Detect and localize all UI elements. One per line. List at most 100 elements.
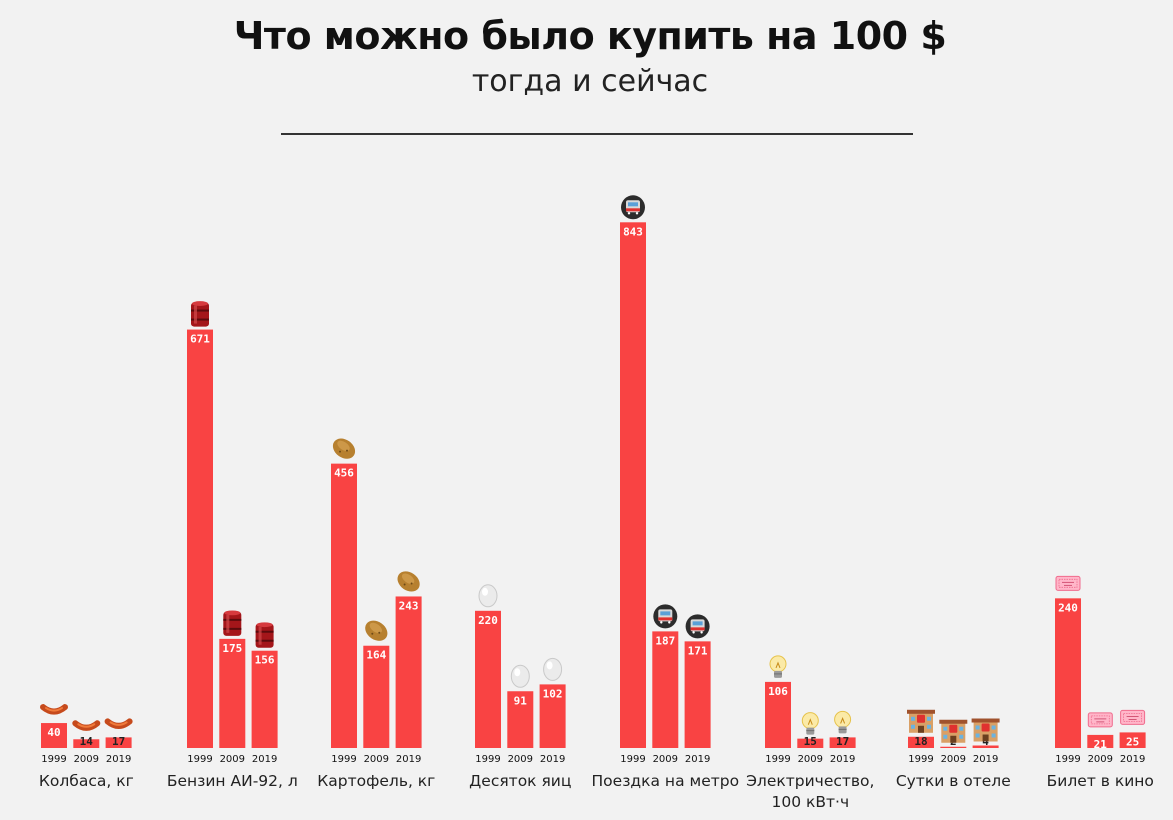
category-label: Десяток яиц (469, 772, 571, 790)
bar (940, 746, 967, 748)
year-tick-label: 1999 (41, 754, 66, 765)
year-tick-label: 1999 (1055, 754, 1080, 765)
bar-group: 220 1999 91 2009 102 2019 Десяток яиц (469, 584, 571, 790)
year-tick-label: 2009 (1088, 754, 1113, 765)
year-tick-label: 2019 (396, 754, 421, 765)
bar-value-label: 156 (255, 654, 275, 667)
year-tick-label: 2009 (364, 754, 389, 765)
bar-value-label: 14 (80, 735, 94, 748)
chart-title: Что можно было купить на 100 $ (233, 14, 947, 58)
category-label: Поездка на метро (592, 772, 740, 790)
bar-value-label: 17 (112, 735, 125, 748)
egg-icon (478, 584, 498, 608)
hotel-icon (939, 719, 968, 743)
bar-value-label: 40 (47, 726, 60, 739)
year-tick-label: 1999 (475, 754, 500, 765)
bar-value-label: 106 (768, 685, 788, 698)
sausage-icon (72, 720, 101, 731)
year-tick-label: 2019 (830, 754, 855, 765)
bar-value-label: 17 (836, 735, 849, 748)
bar-group: 240 1999 21 2009 25 2019 Билет в кино (1047, 575, 1154, 790)
bar (363, 645, 390, 748)
year-tick-label: 2019 (540, 754, 565, 765)
bar (684, 641, 711, 748)
hotel-icon (907, 709, 935, 733)
year-tick-label: 2009 (941, 754, 966, 765)
bar (507, 691, 534, 748)
oil-barrel-icon (223, 610, 242, 636)
bar-value-label: 175 (222, 642, 242, 655)
bar (1119, 732, 1146, 748)
year-tick-label: 2009 (74, 754, 99, 765)
bar (539, 684, 566, 748)
bar (395, 596, 422, 748)
bar (251, 650, 278, 748)
year-tick-label: 2019 (106, 754, 131, 765)
egg-icon (543, 657, 563, 681)
bar-value-label: 220 (478, 614, 498, 627)
light-bulb-icon (801, 712, 819, 735)
year-tick-label: 2019 (252, 754, 277, 765)
bar (73, 739, 100, 748)
potato-icon (397, 571, 420, 592)
ticket-icon (1055, 575, 1081, 591)
year-tick-label: 2019 (1120, 754, 1145, 765)
year-tick-label: 2009 (798, 754, 823, 765)
bar-value-label: 243 (399, 599, 419, 612)
metro-icon (685, 614, 710, 639)
ticket-icon (1120, 709, 1146, 725)
metro-icon (621, 195, 645, 220)
egg-icon (510, 664, 530, 688)
bar-group: 1819992200942019Сутки в отеле (896, 709, 1011, 790)
bar-group: 40 1999 14 2009 17 2019 Колбаса, кг (39, 704, 134, 790)
bar (1055, 598, 1081, 748)
bar-value-label: 164 (366, 649, 386, 662)
year-tick-label: 1999 (187, 754, 212, 765)
potato-icon (332, 438, 356, 459)
bar-value-label: 91 (514, 694, 528, 707)
bar (187, 329, 213, 748)
bar (972, 745, 999, 748)
year-tick-label: 2019 (973, 754, 998, 765)
bar-value-label: 18 (914, 735, 927, 748)
ticket-icon (1087, 712, 1113, 728)
category-label: Картофель, кг (317, 772, 435, 790)
bar (652, 631, 679, 748)
bar-group: 456 1999 164 2009 243 2019 Картофель, кг (317, 438, 435, 790)
bar-group: 843 1999 187 2009 171 2019 Поездка на метро (592, 195, 740, 790)
bar-value-label: 456 (334, 467, 354, 480)
year-tick-label: 2009 (508, 754, 533, 765)
sausage-icon (104, 718, 133, 729)
light-bulb-icon (769, 655, 787, 678)
category-label: Бензин АИ-92, л (167, 772, 298, 790)
bar (765, 681, 791, 748)
year-tick-label: 1999 (620, 754, 645, 765)
year-tick-label: 1999 (908, 754, 933, 765)
year-tick-label: 2019 (685, 754, 710, 765)
bar-value-label: 187 (655, 634, 675, 647)
year-tick-label: 1999 (331, 754, 356, 765)
bar-value-label: 15 (804, 735, 817, 748)
hotel-icon (971, 718, 1000, 742)
category-label: Электричество, 100 кВт·ч (746, 772, 874, 811)
chart-subtitle: тогда и сейчас (471, 64, 709, 99)
bar (331, 463, 357, 748)
oil-barrel-icon (255, 622, 274, 648)
bar-value-label: 171 (688, 644, 708, 657)
bar (1087, 734, 1114, 748)
bar-value-label: 25 (1126, 735, 1139, 748)
category-label: Билет в кино (1047, 772, 1154, 790)
bar (908, 736, 934, 748)
year-tick-label: 2009 (220, 754, 245, 765)
metro-icon (653, 604, 678, 629)
bar-value-label: 240 (1058, 601, 1078, 614)
year-tick-label: 1999 (765, 754, 790, 765)
bar-value-label: 102 (543, 687, 563, 700)
bar-group: 671 1999 175 2009 156 2019 Бензин АИ-92, л (167, 301, 298, 790)
bar (620, 222, 646, 749)
sausage-icon (40, 704, 68, 715)
category-label: Колбаса, кг (39, 772, 134, 790)
oil-barrel-icon (191, 301, 209, 327)
category-label: Сутки в отеле (896, 772, 1011, 790)
